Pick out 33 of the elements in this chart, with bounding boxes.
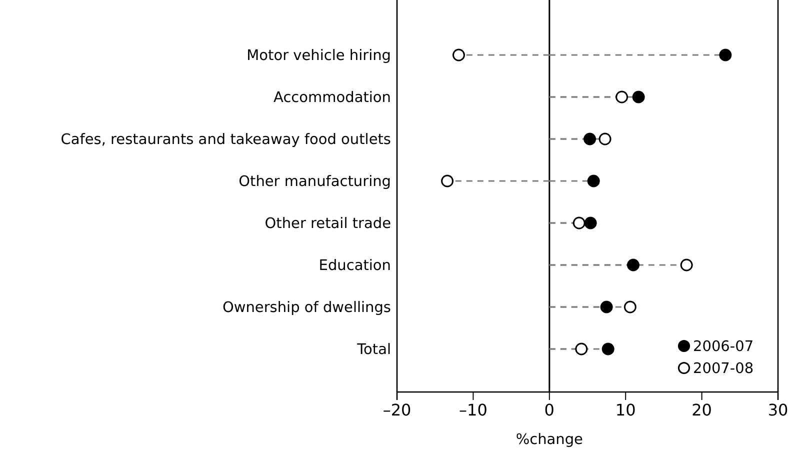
x-tick-label: 30 bbox=[768, 400, 788, 420]
legend-label: 2007-08 bbox=[693, 361, 754, 378]
point bbox=[616, 90, 628, 104]
x-tick-label: –20 bbox=[382, 400, 412, 420]
point bbox=[602, 342, 614, 356]
y-tick-label: Motor vehicle hiring bbox=[246, 48, 391, 64]
y-tick-label: Other manufacturing bbox=[238, 174, 391, 190]
point bbox=[680, 258, 693, 272]
point bbox=[598, 132, 612, 146]
legend-label: 2006-07 bbox=[693, 339, 754, 356]
point bbox=[600, 300, 613, 314]
point bbox=[584, 216, 597, 230]
y-tick-label: Total bbox=[356, 342, 391, 358]
point bbox=[587, 174, 600, 188]
y-tick-label: Accommodation bbox=[274, 90, 391, 106]
point bbox=[632, 90, 645, 104]
point bbox=[575, 342, 588, 356]
x-tick-label: 0 bbox=[544, 400, 554, 420]
point bbox=[584, 132, 596, 146]
point bbox=[441, 174, 454, 188]
y-tick-label: Education bbox=[318, 258, 391, 274]
y-tick-label: Ownership of dwellings bbox=[222, 300, 391, 316]
point bbox=[624, 300, 636, 314]
point bbox=[719, 48, 732, 62]
x-tick-label: 10 bbox=[615, 400, 636, 420]
x-axis-title: %change bbox=[516, 432, 584, 448]
point bbox=[626, 258, 640, 272]
y-tick-label: Cafes, restaurants and takeaway food outlets bbox=[60, 132, 391, 148]
x-tick-label: 20 bbox=[692, 400, 712, 420]
x-tick-label: –10 bbox=[459, 400, 488, 420]
point bbox=[452, 48, 465, 62]
point bbox=[572, 216, 586, 230]
y-tick-label: Other retail trade bbox=[264, 216, 392, 232]
